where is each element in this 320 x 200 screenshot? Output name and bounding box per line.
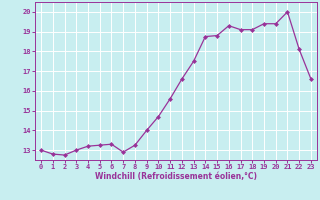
X-axis label: Windchill (Refroidissement éolien,°C): Windchill (Refroidissement éolien,°C) <box>95 172 257 181</box>
